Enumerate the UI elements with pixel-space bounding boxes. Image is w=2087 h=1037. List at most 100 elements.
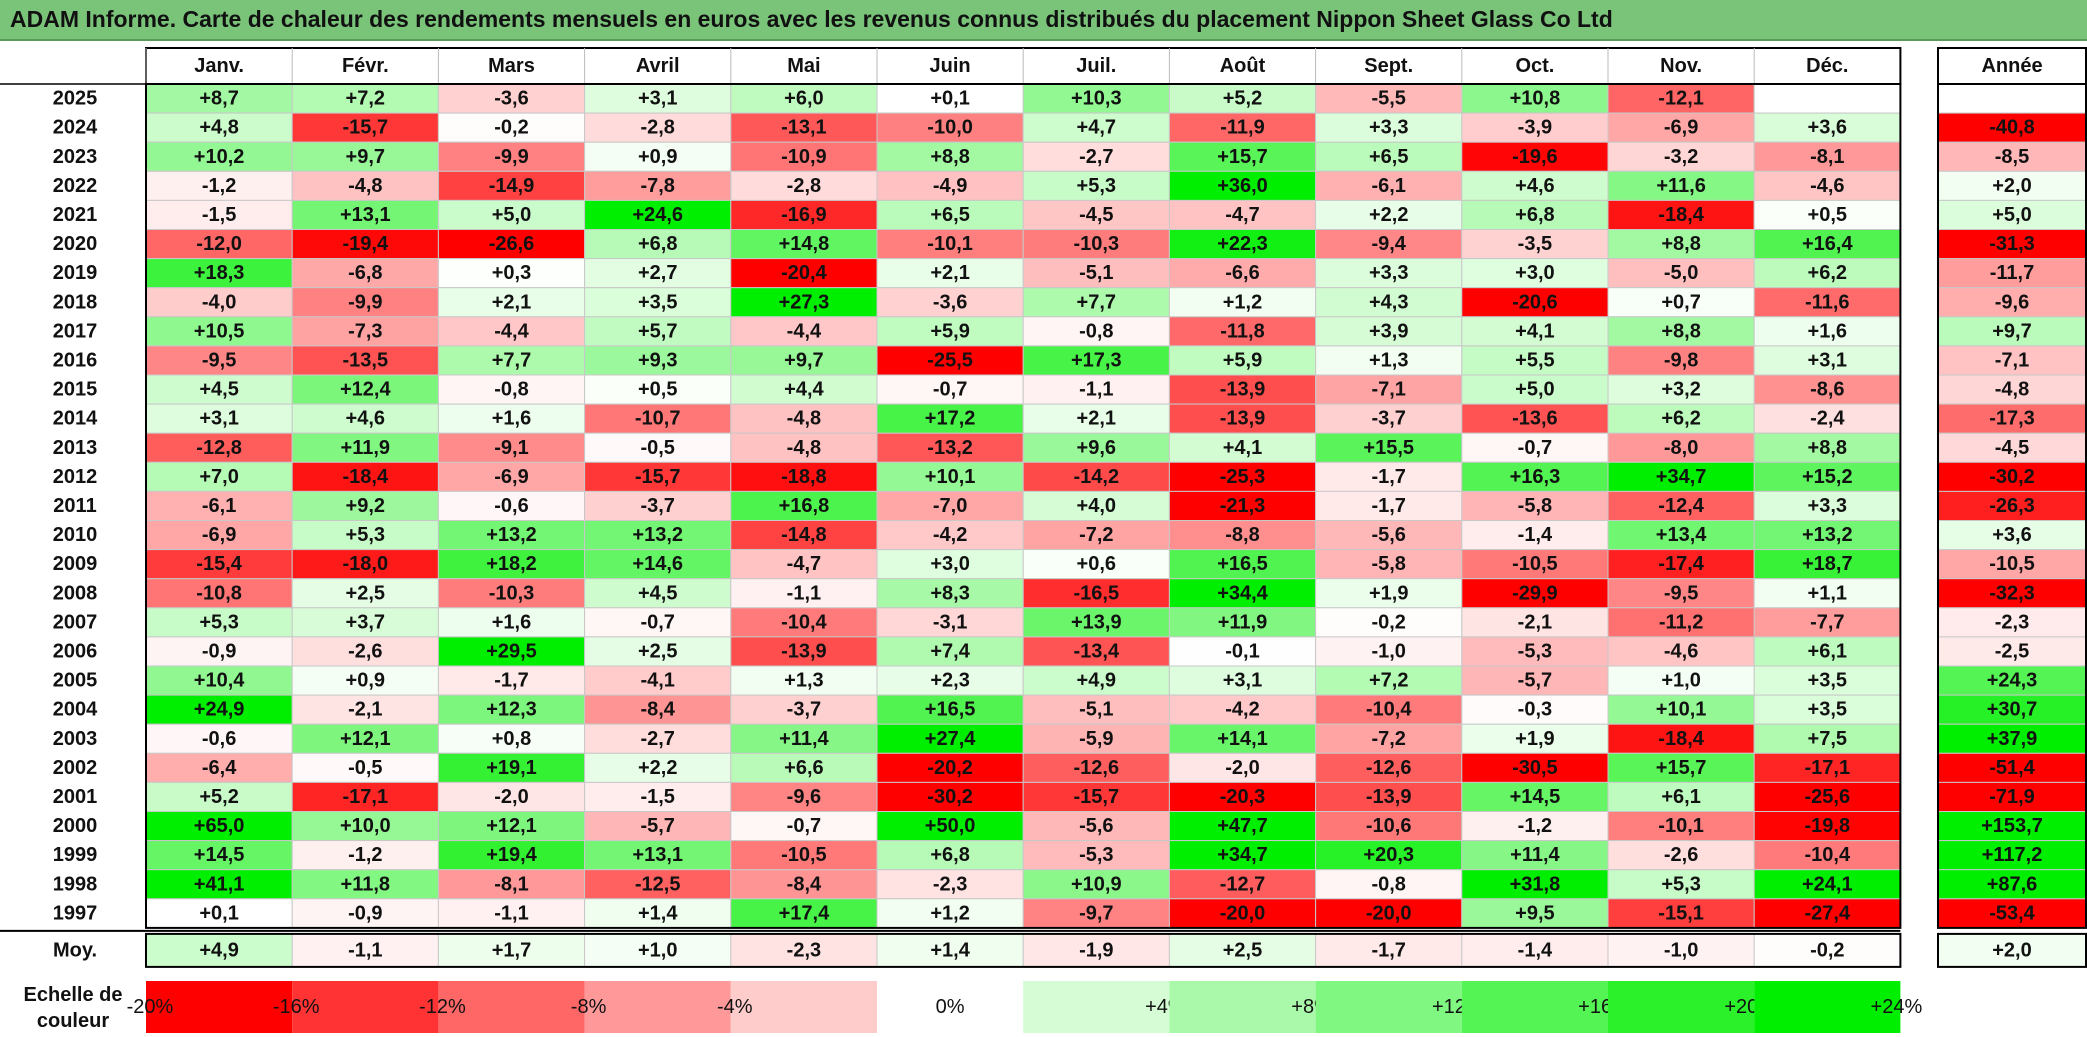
cell-value: +34,7 <box>1217 844 1268 866</box>
heatmap-cell <box>1022 752 1170 783</box>
average-value: -1,0 <box>1664 939 1698 961</box>
heatmap-cell <box>1607 432 1755 463</box>
cell-value: -8,1 <box>494 873 528 895</box>
cell-value: +2,5 <box>346 582 385 604</box>
cell-value: -1,5 <box>202 204 236 226</box>
annual-border <box>1937 83 2087 929</box>
cell-value: +18,3 <box>194 262 245 284</box>
cell-value: -5,1 <box>1079 262 1113 284</box>
heatmap-cell <box>1607 287 1755 318</box>
cell-value: +7,7 <box>492 349 531 371</box>
heatmap-cell <box>730 403 878 434</box>
cell-value: -27,4 <box>1805 902 1851 924</box>
cell-value: +1,9 <box>1369 582 1408 604</box>
cell-value: +5,3 <box>1661 873 1700 895</box>
year-label: 2000 <box>53 815 98 837</box>
cell-value: -19,8 <box>1805 815 1851 837</box>
average-label: Moy. <box>53 939 97 961</box>
heatmap-cell <box>1168 869 1317 900</box>
heatmap-cell <box>730 461 878 492</box>
heatmap-cell <box>584 374 732 405</box>
annual-value: +87,6 <box>1987 873 2038 895</box>
cell-value: -8,0 <box>1664 437 1698 459</box>
heatmap-cell <box>437 374 586 405</box>
cell-value: -26,6 <box>489 233 535 255</box>
annual-value: +37,9 <box>1987 728 2038 750</box>
annual-value: -31,3 <box>1989 233 2035 255</box>
heatmap-cell <box>1168 636 1317 667</box>
cell-value: +1,6 <box>492 408 531 430</box>
heatmap-cell <box>1753 83 1901 114</box>
heatmap-cell <box>1315 811 1463 842</box>
cell-value: +14,6 <box>632 553 683 575</box>
heatmap-cell <box>145 112 293 143</box>
scale-swatch <box>584 981 731 1033</box>
heatmap-cell <box>1168 287 1317 318</box>
cell-value: +0,6 <box>1077 553 1116 575</box>
cell-value: +10,5 <box>194 320 245 342</box>
cell-value: -10,4 <box>781 611 827 633</box>
cell-value: +7,2 <box>346 88 385 110</box>
heatmap-cell <box>1315 403 1463 434</box>
cell-value: +65,0 <box>194 815 245 837</box>
average-value: -1,1 <box>348 939 382 961</box>
heatmap-cell <box>1022 432 1170 463</box>
average-value: -0,2 <box>1810 939 1844 961</box>
cell-value: -6,4 <box>202 757 237 779</box>
heatmap-cell <box>876 607 1024 638</box>
annual-value: +5,0 <box>1992 204 2031 226</box>
cell-value: -1,2 <box>1518 815 1552 837</box>
cell-value: -3,7 <box>640 495 674 517</box>
cell-value: +10,2 <box>194 146 245 168</box>
cell-value: -13,9 <box>1220 379 1266 401</box>
cell-value: -0,8 <box>1079 320 1113 342</box>
heatmap-cell <box>1168 141 1317 172</box>
cell-value: +10,0 <box>340 815 391 837</box>
month-header: Juil. <box>1076 55 1116 77</box>
heatmap-cell <box>876 549 1024 580</box>
cell-value: -18,0 <box>343 553 389 575</box>
cell-value: +6,8 <box>638 233 677 255</box>
cell-value: +9,3 <box>638 349 677 371</box>
heatmap-cell <box>145 811 293 842</box>
heatmap-cell <box>1753 403 1901 434</box>
annual-cell <box>1937 403 2087 434</box>
cell-value: +6,6 <box>784 757 823 779</box>
cell-value: -4,5 <box>1079 204 1113 226</box>
annual-cell <box>1937 752 2087 783</box>
average-value: +1,4 <box>930 939 970 961</box>
heatmap-cell <box>437 811 586 842</box>
heatmap-cell <box>1753 345 1901 376</box>
heatmap-cell <box>1022 403 1170 434</box>
cell-value: +27,4 <box>925 728 976 750</box>
heatmap-cell <box>1168 170 1317 201</box>
annual-cell <box>1937 840 2087 871</box>
cell-value: +15,7 <box>1656 757 1707 779</box>
heatmap-cell <box>1168 229 1317 260</box>
annual-value: +2,0 <box>1992 175 2031 197</box>
average-border <box>145 932 1902 968</box>
cell-value: -0,7 <box>640 611 674 633</box>
year-label: 2024 <box>53 117 98 139</box>
heatmap-cell <box>876 781 1024 813</box>
scale-step-label: -16% <box>273 996 320 1018</box>
cell-value: -15,7 <box>1074 786 1120 808</box>
heatmap-cell <box>1168 345 1317 376</box>
heatmap-cell <box>145 490 293 521</box>
heatmap-cell <box>876 578 1024 609</box>
cell-value: +6,1 <box>1661 786 1700 808</box>
cell-value: -2,6 <box>1664 844 1698 866</box>
cell-value: +11,6 <box>1656 175 1706 197</box>
heatmap-cell <box>1168 549 1317 580</box>
year-label: 2012 <box>53 466 98 488</box>
heatmap-cell <box>730 781 878 813</box>
year-label: 2003 <box>53 728 98 750</box>
cell-value: +11,4 <box>1510 844 1560 866</box>
annual-value: +24,3 <box>1987 670 2038 692</box>
average-value: +2,5 <box>1223 939 1262 961</box>
heatmap-cell <box>145 898 293 929</box>
heatmap-cell <box>876 840 1024 871</box>
cell-value: -11,8 <box>1220 320 1264 342</box>
cell-value: +10,8 <box>1510 88 1561 110</box>
cell-value: +1,1 <box>1808 582 1847 604</box>
